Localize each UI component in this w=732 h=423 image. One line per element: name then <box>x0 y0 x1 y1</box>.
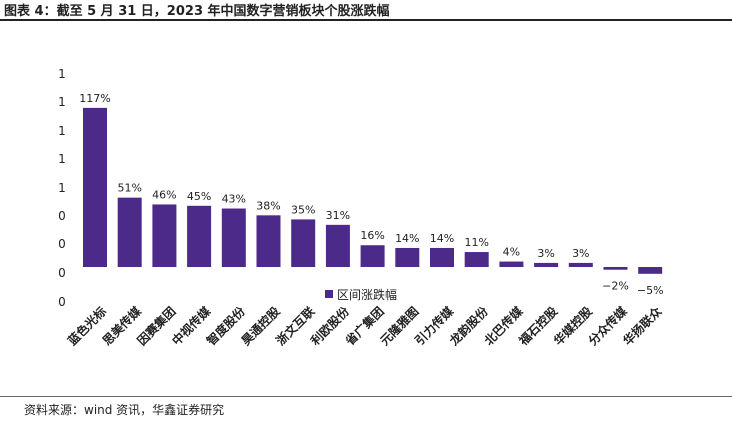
y-axis: 0 0 0 0 1 1 1 1 1 <box>58 67 66 309</box>
bar <box>117 197 142 267</box>
data-label: 14% <box>430 232 454 245</box>
bar <box>603 267 628 270</box>
data-label: 35% <box>291 203 315 216</box>
bar <box>430 247 454 267</box>
data-label: −5% <box>637 284 664 297</box>
data-label: −2% <box>602 280 629 293</box>
bar <box>152 204 177 267</box>
data-label: 117% <box>79 92 110 105</box>
y-tick-label: 1 <box>58 152 66 166</box>
bar <box>291 219 316 267</box>
data-labels-group: 117% 51% 46% 45% 43% 38% 35% 31% 16% 14% 14% 11% 4% 3… <box>79 92 663 297</box>
y-tick-label: 0 <box>58 266 66 280</box>
data-label: 4% <box>503 246 520 259</box>
data-label: 14% <box>395 232 419 245</box>
category-label: 华扬联众 <box>620 303 665 348</box>
data-label: 31% <box>326 209 350 222</box>
y-tick-label: 0 <box>58 295 66 309</box>
data-label: 3% <box>537 247 554 260</box>
y-tick-label: 1 <box>58 124 66 138</box>
y-tick-label: 1 <box>58 67 66 81</box>
data-label: 51% <box>117 182 141 195</box>
legend-swatch <box>325 290 333 298</box>
bar <box>534 262 559 267</box>
bar <box>256 215 281 267</box>
bar <box>638 267 663 274</box>
bar <box>499 261 524 267</box>
bar <box>464 252 489 267</box>
source-note: 资料来源：wind 资讯，华鑫证券研究 <box>24 403 225 417</box>
category-label: 省广集团 <box>341 304 386 349</box>
data-label: 45% <box>187 190 211 203</box>
y-tick-label: 1 <box>58 95 66 109</box>
footer-rule <box>0 396 732 397</box>
bars-group <box>83 107 663 274</box>
category-labels-group: 蓝色光标思美传媒因赛集团中视传媒智度股份昊通控股浙文互联利欧股份省广集团元隆雅图… <box>65 303 665 349</box>
legend-label: 区间涨跌幅 <box>337 287 397 302</box>
bar <box>325 224 350 267</box>
data-label: 43% <box>222 193 246 206</box>
data-label: 46% <box>152 188 176 201</box>
bar <box>568 262 593 267</box>
title-rule <box>0 19 732 21</box>
y-tick-label: 0 <box>58 209 66 223</box>
bar <box>221 208 246 267</box>
bar-chart: 0 0 0 0 1 1 1 1 1 117% 51% 46% 45% 43% 38% 35% 31% 16% 14… <box>58 67 665 349</box>
data-label: 38% <box>256 199 280 212</box>
data-label: 3% <box>572 247 589 260</box>
y-tick-label: 0 <box>58 237 66 251</box>
bar <box>395 247 420 267</box>
y-tick-label: 1 <box>58 181 66 195</box>
bar <box>83 107 107 267</box>
chart-title: 图表 4：截至 5 月 31 日，2023 年中国数字营销板块个股涨跌幅 <box>4 4 390 19</box>
data-label: 16% <box>360 229 384 242</box>
bar <box>360 245 385 267</box>
data-label: 11% <box>464 236 488 249</box>
bar <box>187 205 212 267</box>
legend: 区间涨跌幅 <box>325 287 397 302</box>
